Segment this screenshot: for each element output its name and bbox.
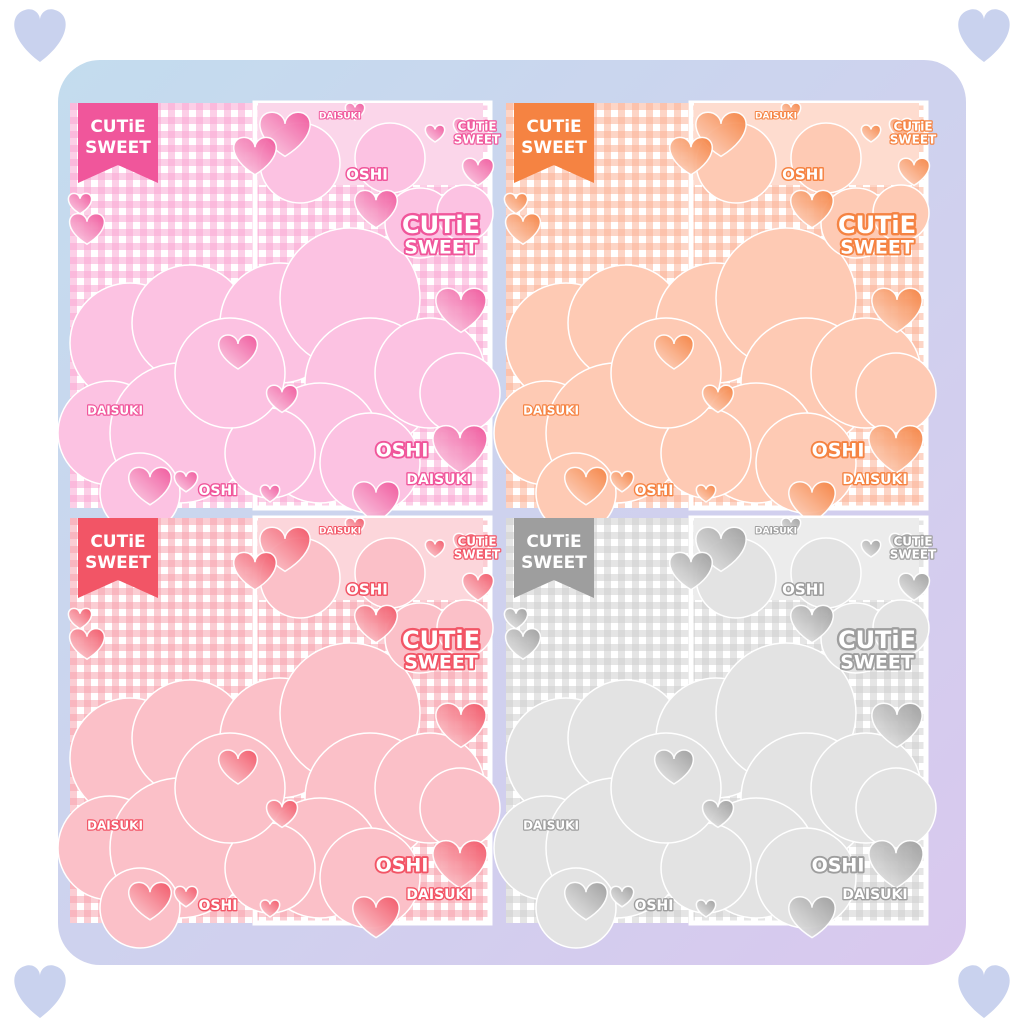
label: OSHI [812,855,865,877]
hearts [503,517,931,939]
label: SWEET [404,237,478,259]
label: DAISUKI [842,887,907,903]
label: DAISUKI [755,527,797,537]
label: DAISUKI [319,527,361,537]
hearts [503,102,931,524]
label: SWEET [890,133,937,147]
label: CUTiE [526,117,581,137]
label: DAISUKI [755,112,797,122]
label: CUTiE [893,120,932,134]
ribbon [78,518,158,598]
label: DAISUKI [406,887,471,903]
label: OSHI [635,483,674,499]
label: SWEET [404,652,478,674]
corner-hearts [14,9,1010,1018]
clouds [493,537,937,949]
label: CUTiE [90,532,145,552]
panel: CUTiESWEETDAISUKICUTiESWEETOSHICUTiESWEE… [57,515,502,949]
label: SWEET [890,548,937,562]
label: OSHI [346,581,388,599]
panel: CUTiESWEETDAISUKICUTiESWEETOSHICUTiESWEE… [57,100,502,534]
ribbon [514,103,594,183]
label: CUTiE [402,626,480,654]
label: CUTiE [90,117,145,137]
label: SWEET [85,138,151,158]
label: OSHI [782,581,824,599]
panels: CUTiESWEETDAISUKICUTiESWEETOSHICUTiESWEE… [57,100,938,949]
label: CUTiE [402,211,480,239]
panel: CUTiESWEETDAISUKICUTiESWEETOSHICUTiESWEE… [493,515,938,949]
label: SWEET [454,133,501,147]
hearts [67,517,495,939]
label: CUTiE [893,535,932,549]
panel: CUTiESWEETDAISUKICUTiESWEETOSHICUTiESWEE… [493,100,938,534]
label: SWEET [85,553,151,573]
hearts [67,102,495,524]
label: OSHI [376,855,429,877]
label: OSHI [376,440,429,462]
label: DAISUKI [523,404,579,418]
label: DAISUKI [523,819,579,833]
label: DAISUKI [842,472,907,488]
label: CUTiE [838,626,916,654]
label: SWEET [454,548,501,562]
label: OSHI [812,440,865,462]
label: OSHI [635,898,674,914]
label: CUTiE [457,535,496,549]
label: SWEET [840,237,914,259]
label: OSHI [199,483,238,499]
ribbon [514,518,594,598]
label: DAISUKI [406,472,471,488]
label: OSHI [346,166,388,184]
label: OSHI [199,898,238,914]
label: CUTiE [526,532,581,552]
label: SWEET [521,553,587,573]
label: SWEET [521,138,587,158]
label: CUTiE [457,120,496,134]
ribbon [78,103,158,183]
label: DAISUKI [87,404,143,418]
label: DAISUKI [87,819,143,833]
label: SWEET [840,652,914,674]
label: DAISUKI [319,112,361,122]
label: CUTiE [838,211,916,239]
label: OSHI [782,166,824,184]
